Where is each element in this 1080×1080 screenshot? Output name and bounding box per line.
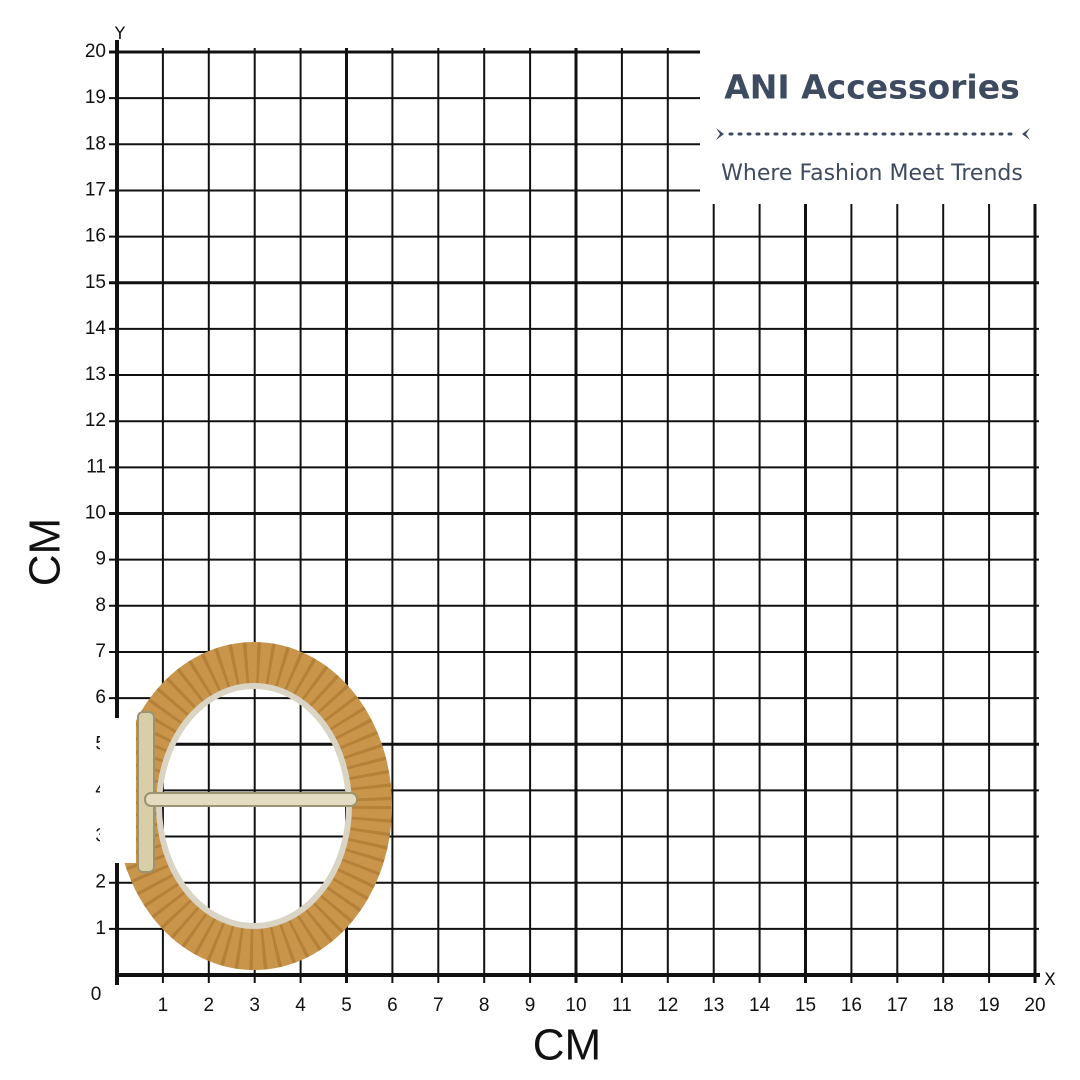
x-unit-label: CM — [533, 1021, 601, 1070]
y-tick-label: 12 — [85, 410, 106, 431]
y-tick-label: 1 — [95, 918, 106, 939]
y-tick-label: 2 — [95, 872, 106, 893]
y-tick-label: 18 — [85, 133, 106, 154]
x-tick-label: 17 — [887, 995, 908, 1016]
y-tick-label: 10 — [85, 503, 106, 524]
y-tick-label: 13 — [85, 364, 106, 385]
y-tick-label: 14 — [85, 318, 107, 339]
x-tick-label: 12 — [657, 995, 678, 1016]
x-tick-label: 8 — [479, 995, 490, 1016]
x-tick-label: 15 — [795, 995, 816, 1016]
x-axis-name: X — [1044, 970, 1056, 990]
y-tick-label: 20 — [85, 41, 106, 62]
y-tick-label: 16 — [85, 226, 106, 247]
y-tick-label: 7 — [95, 641, 106, 662]
x-tick-label: 19 — [979, 995, 1000, 1016]
buckle-pin — [144, 792, 358, 807]
x-tick-label: 5 — [341, 995, 352, 1016]
y-tick-label: 17 — [85, 179, 106, 200]
x-tick-label: 18 — [933, 995, 954, 1016]
x-tick-label: 4 — [295, 995, 306, 1016]
divider — [716, 128, 1030, 140]
x-tick-label: 20 — [1024, 995, 1045, 1016]
y-tick-label: 8 — [95, 595, 106, 616]
brand-name: ANI Accessories — [724, 68, 1020, 107]
y-tick-label: 15 — [85, 272, 106, 293]
x-tick-label: 11 — [612, 995, 632, 1016]
origin-label: 0 — [91, 984, 102, 1005]
x-tick-label: 16 — [841, 995, 862, 1016]
x-tick-label: 6 — [387, 995, 398, 1016]
brand-background — [700, 42, 1050, 204]
divider-right-arrow — [1022, 128, 1030, 140]
x-tick-label: 9 — [525, 995, 536, 1016]
y-tick-label: 6 — [95, 687, 106, 708]
y-tick-label: 9 — [95, 549, 106, 570]
buckle-opening — [100, 718, 136, 863]
x-tick-label: 13 — [703, 995, 724, 1016]
buckle — [100, 642, 392, 970]
y-tick-label: 11 — [86, 456, 106, 477]
x-tick-label: 7 — [433, 995, 444, 1016]
divider-left-arrow — [716, 128, 724, 140]
x-tick-label: 14 — [749, 995, 771, 1016]
x-tick-label: 10 — [565, 995, 586, 1016]
y-tick-label: 19 — [85, 87, 106, 108]
x-tick-label: 1 — [158, 995, 169, 1016]
y-axis-name: Y — [114, 24, 126, 44]
y-unit-label: CM — [21, 518, 70, 586]
x-tick-label: 2 — [204, 995, 215, 1016]
x-tick-label: 3 — [249, 995, 260, 1016]
brand-box: ANI Accessories Where Fashion Meet Trend… — [700, 42, 1050, 204]
brand-tagline: Where Fashion Meet Trends — [721, 161, 1023, 186]
buckle-weave — [116, 642, 392, 970]
